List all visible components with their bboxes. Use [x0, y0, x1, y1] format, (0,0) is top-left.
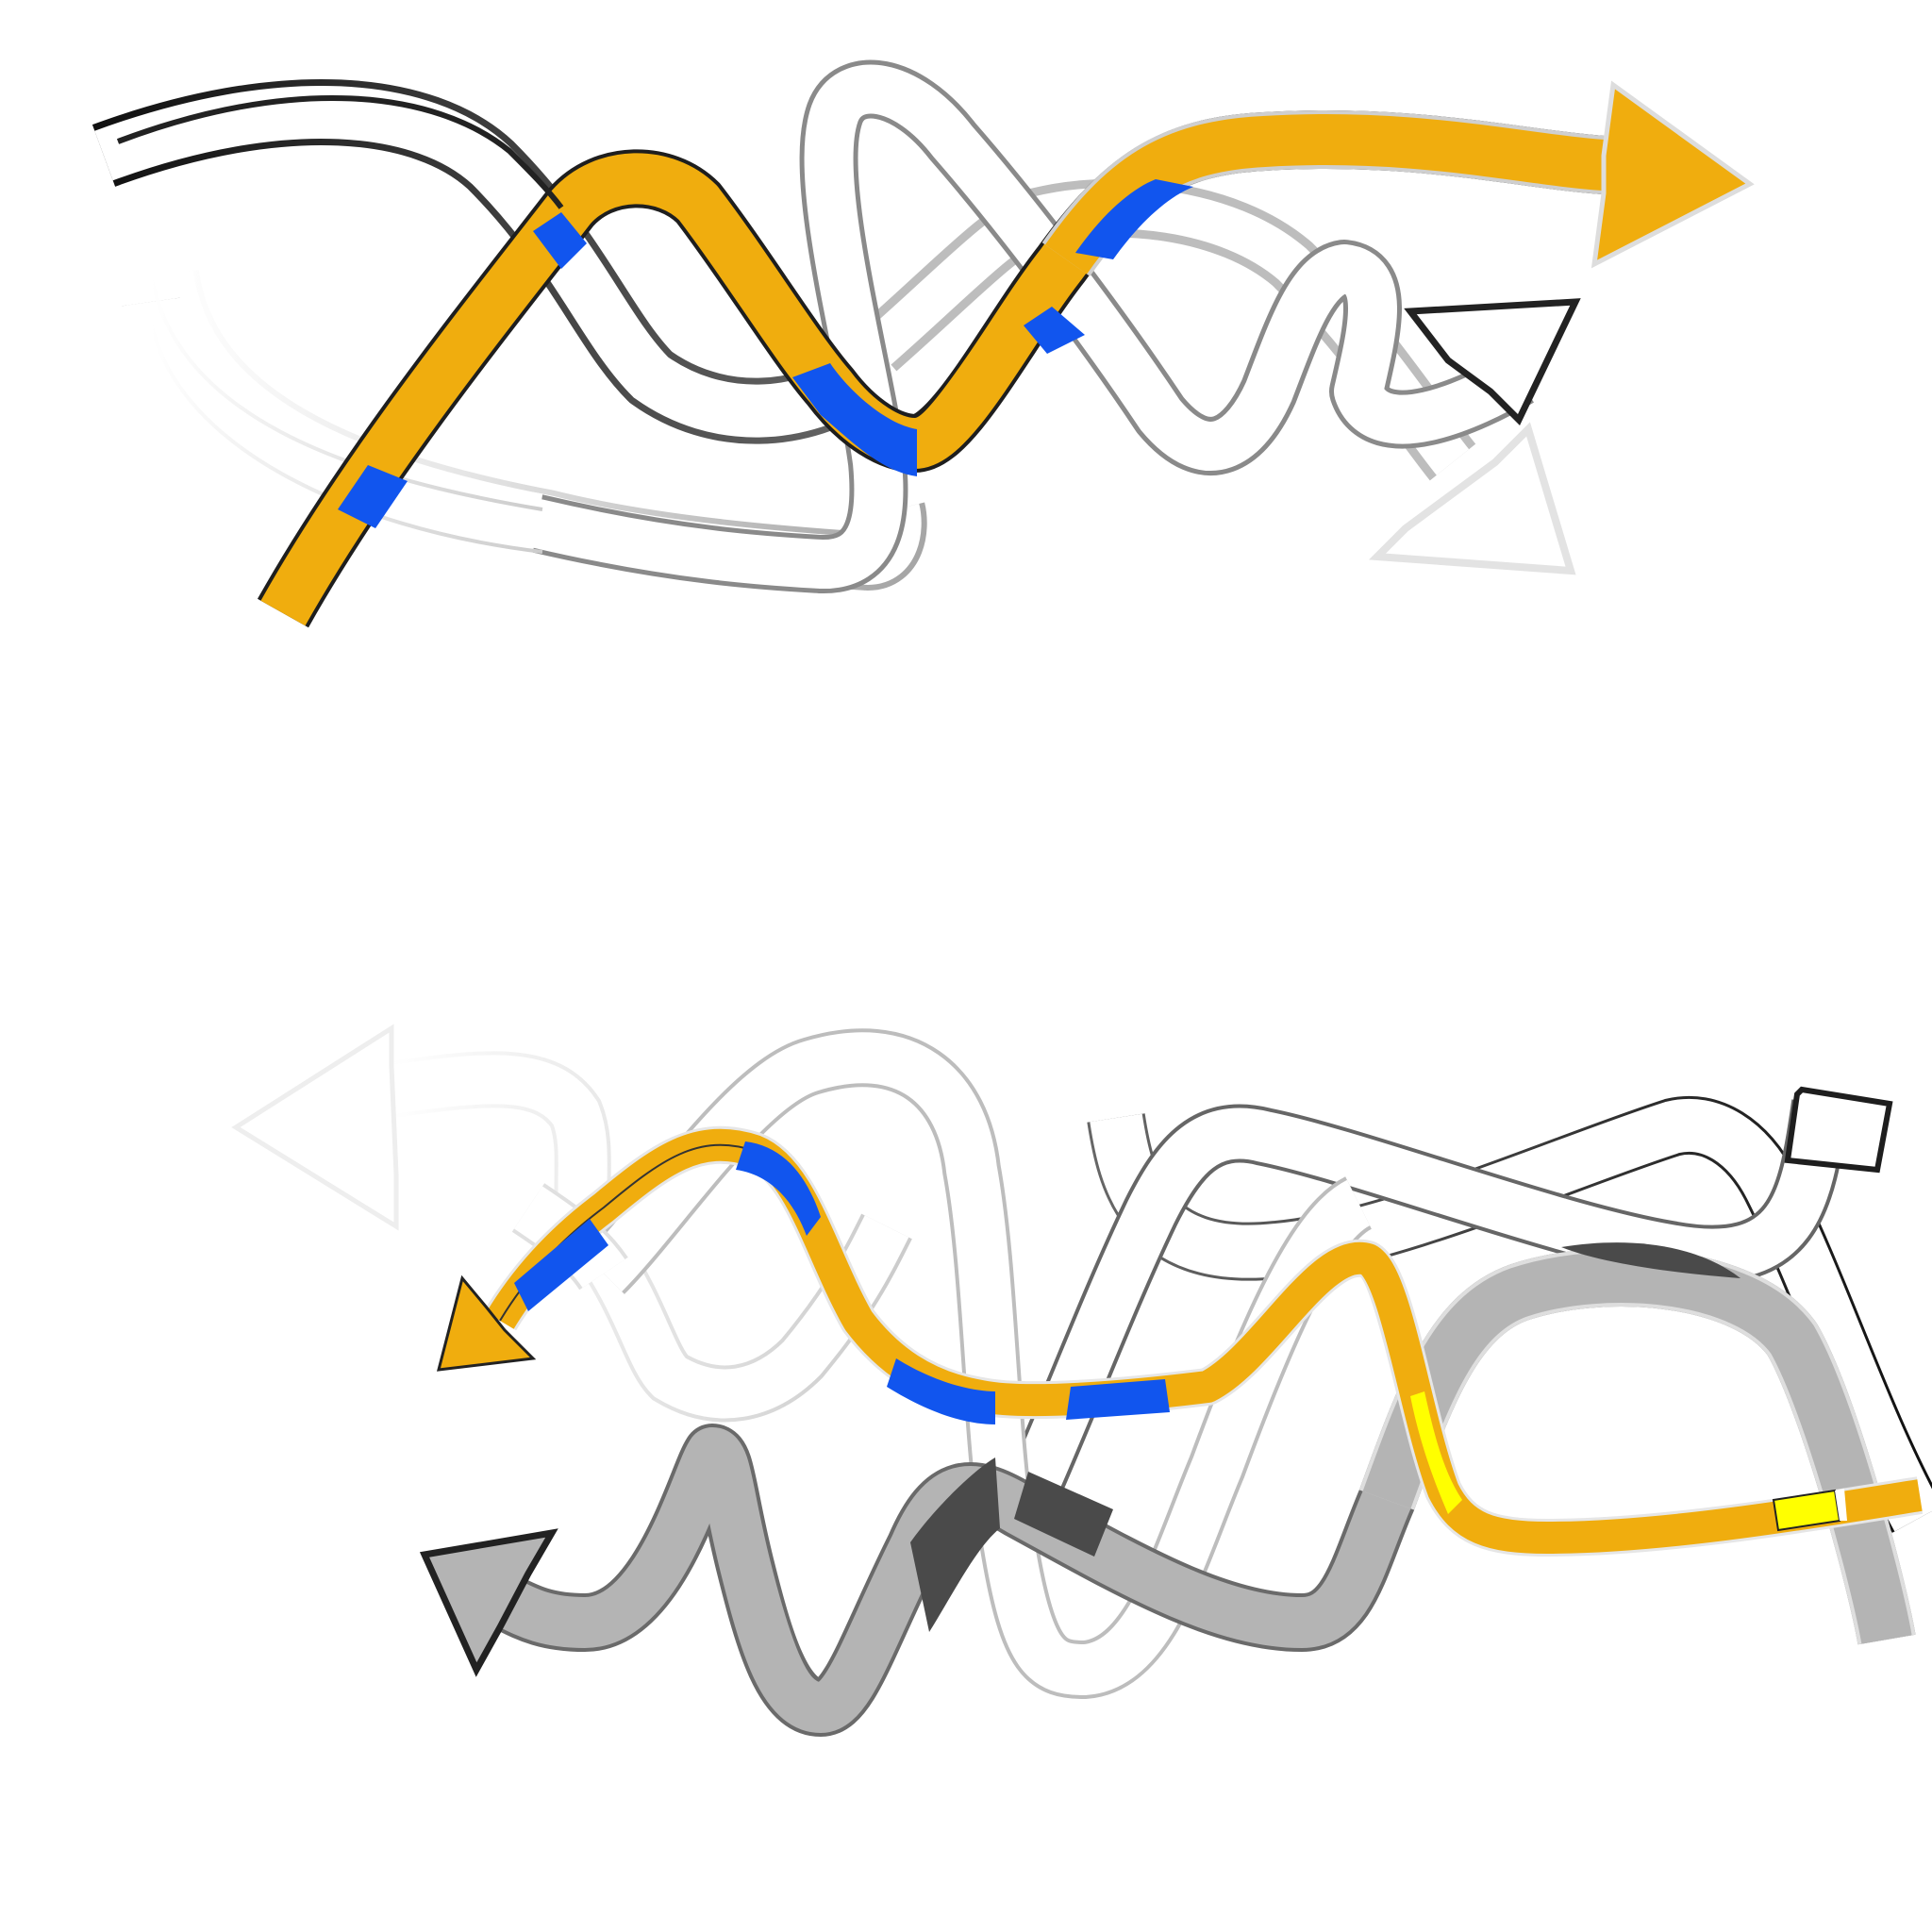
bottom-white-arrow-end	[1784, 1086, 1893, 1174]
blue-segment-b2	[736, 1141, 821, 1236]
gray-outline-loop-arrow	[121, 59, 1581, 593]
bottom-white-black-outline-arrow	[991, 1086, 1932, 1533]
orange-arrow-bottom-head	[436, 1274, 537, 1372]
black-outline-arrow-head	[1404, 298, 1581, 425]
white-segment-end	[1835, 1489, 1847, 1521]
faint-left-arrow-body-inner	[388, 1055, 909, 1419]
dark-overlap-1	[1561, 1242, 1740, 1278]
bottom-white-arrow-main-inner	[995, 1099, 1846, 1530]
bottom-white-arrow-inner	[1090, 1098, 1932, 1532]
blue-segment-3	[792, 363, 917, 476]
faint-left-arrow-head	[231, 1024, 399, 1231]
orange-arrow-top-tail-fill	[1044, 113, 1606, 275]
dark-overlap-2	[910, 1457, 1000, 1632]
top-panel	[92, 59, 1755, 628]
blue-segment-4	[1024, 307, 1085, 354]
blue-segment-b1	[514, 1219, 608, 1311]
blue-segment-b3	[887, 1358, 995, 1424]
blue-segment-2	[533, 212, 587, 269]
faint-gray-arrow-head	[1368, 422, 1576, 575]
dark-overlap-3	[1014, 1472, 1113, 1557]
blue-segment-5	[1075, 179, 1193, 259]
bottom-panel	[231, 1024, 1932, 1737]
black-outline-arrow-upper-edge	[116, 94, 564, 209]
gray-outline-loop-left-fade	[121, 296, 543, 554]
faint-left-arrow	[231, 1024, 912, 1423]
gray-outline-loop-left-faint	[149, 273, 543, 511]
orange-arrow-top-head	[1591, 80, 1755, 269]
blue-segment-1	[338, 465, 408, 528]
orange-arrow-top	[257, 80, 1755, 628]
gray-outline-loop-body-inner	[126, 64, 1532, 589]
orange-arrow-bottom	[436, 1125, 1924, 1557]
yellow-segment-1	[1410, 1391, 1462, 1514]
bottom-gray-arrow-head	[419, 1528, 558, 1677]
gray-outline-loop-left-faint-2	[149, 320, 543, 554]
blue-segment-b4	[1066, 1379, 1170, 1420]
